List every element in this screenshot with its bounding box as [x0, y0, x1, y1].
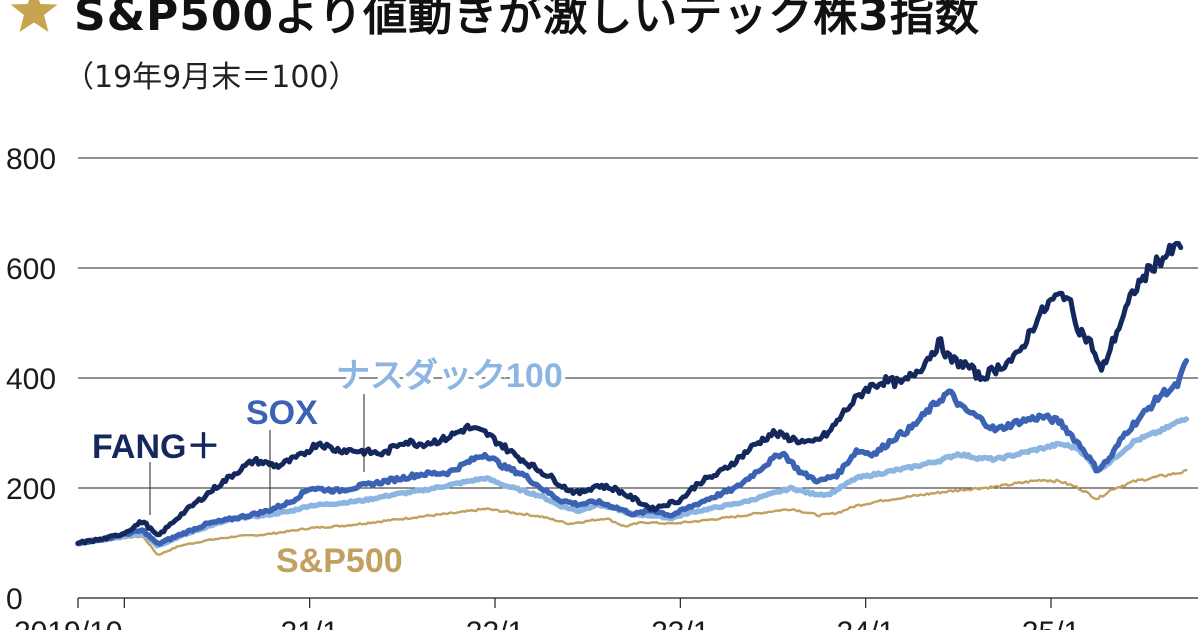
grid-layer: [78, 157, 1198, 489]
y-tick-label: 800: [6, 143, 56, 176]
title-row: S&P500より値動きが激しいテック株3指数: [8, 0, 980, 42]
y-tick-label: 200: [6, 473, 56, 506]
series-label-halo: FANG＋: [92, 428, 220, 466]
x-tick-label: 23/1: [651, 616, 709, 630]
axis-layer: 0 200 400 600 800 2019/10 21/1 22/1 23/1 24/1 25/1: [6, 143, 1198, 630]
chart-subtitle: （19年9月末＝100）: [64, 60, 359, 95]
series-label-halo: S&P500: [276, 542, 403, 580]
y-tick-label: 400: [6, 363, 56, 396]
y-tick-label: 0: [6, 583, 23, 616]
series-label-sox: SOX: [246, 394, 318, 432]
series-label-nasdaq: ナスダック100: [336, 357, 563, 395]
series-label-fang: FANG＋: [92, 428, 220, 466]
x-tick-label: 21/1: [280, 616, 338, 630]
x-tick-label: 22/1: [466, 616, 524, 630]
y-tick-label: 600: [6, 253, 56, 286]
series-line-sp500: [76, 468, 1188, 556]
x-tick-label: 25/1: [1022, 616, 1080, 630]
label-layer: FANG＋FANG＋SOXSOXナスダック100ナスダック100S&P500S&…: [88, 353, 567, 584]
series-layer: [75, 240, 1190, 556]
series-label-sp500: S&P500: [276, 542, 403, 580]
series-line-sox: [75, 358, 1190, 547]
series-line-fang: [75, 240, 1184, 546]
x-tick-label: 24/1: [836, 616, 894, 630]
chart-title: S&P500より値動きが激しいテック株3指数: [74, 0, 980, 41]
series-label-halo: ナスダック100: [336, 357, 563, 395]
series-label-halo: SOX: [246, 394, 318, 432]
star-icon: [10, 0, 58, 32]
x-tick-label: 2019/10: [14, 616, 122, 630]
